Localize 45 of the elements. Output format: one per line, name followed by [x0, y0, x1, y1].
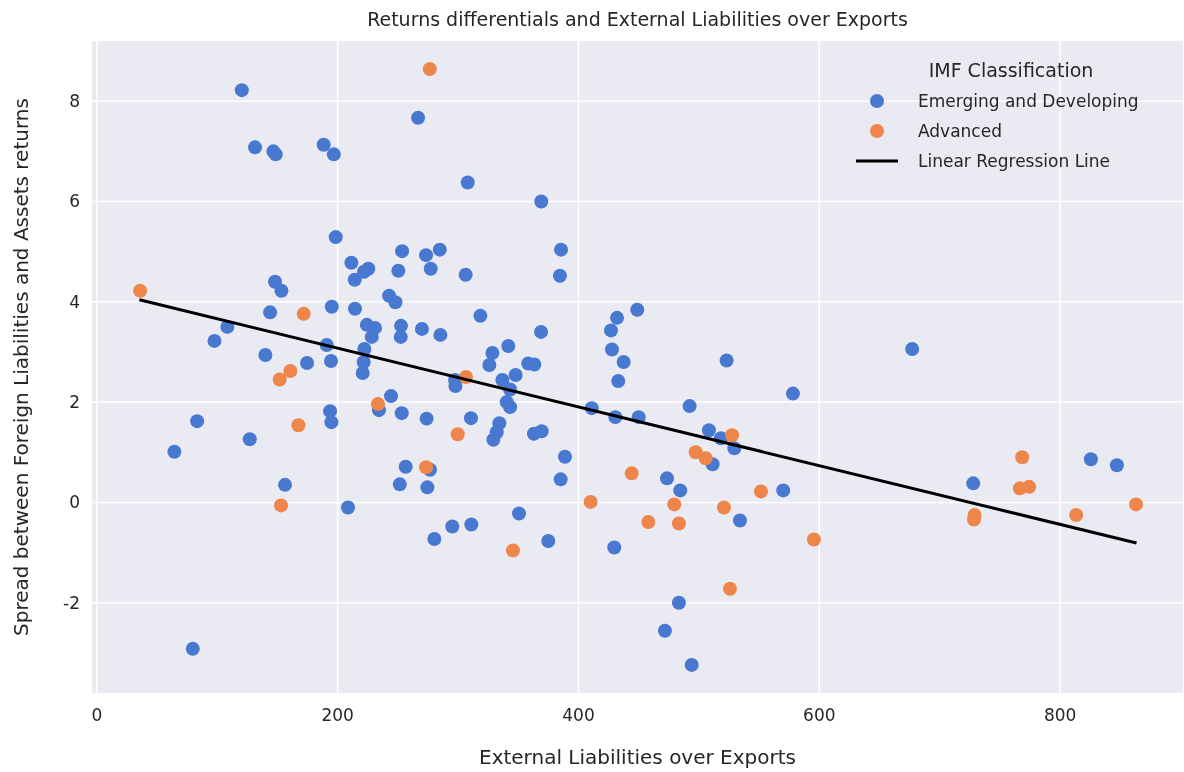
point	[722, 581, 737, 596]
point	[283, 364, 298, 378]
legend-title: IMF Classification	[928, 59, 1094, 81]
point	[624, 466, 639, 481]
legend-label: Advanced	[918, 120, 1002, 141]
point	[1022, 479, 1037, 494]
point	[583, 494, 598, 509]
point	[753, 484, 768, 499]
point	[272, 372, 287, 387]
x-tick-label: 200	[321, 705, 354, 725]
y-tick-label: 4	[69, 291, 80, 312]
y-tick-label: -2	[63, 592, 80, 613]
point	[725, 428, 740, 443]
point	[641, 514, 656, 529]
point	[806, 532, 821, 547]
point	[1069, 507, 1084, 522]
point	[671, 516, 686, 531]
x-tick-label: 800	[1043, 705, 1077, 725]
point	[688, 445, 703, 460]
y-tick-label: 2	[69, 392, 80, 413]
x-axis-title: External Liabilities over Exports	[479, 745, 796, 769]
legend-label: Emerging and Developing	[918, 90, 1139, 111]
y-tick-label: 6	[69, 191, 80, 212]
point	[667, 497, 682, 512]
chart-title: Returns differentials and External Liabilities over Exports	[367, 8, 908, 30]
point	[422, 62, 437, 77]
point	[133, 283, 148, 298]
legend-label: Linear Regression Line	[918, 150, 1111, 171]
point	[1129, 497, 1144, 512]
x-tick-label: 400	[562, 705, 595, 725]
point	[1015, 450, 1030, 465]
point	[296, 306, 311, 321]
point	[450, 427, 465, 442]
point	[291, 418, 306, 433]
y-axis-title: Spread between Foreign Liabilities and Assets returns	[9, 98, 33, 636]
point	[419, 460, 434, 475]
y-tick-label: 0	[69, 492, 80, 513]
x-tick-label: 600	[803, 705, 836, 725]
y-tick-label: 8	[69, 91, 80, 112]
point	[505, 543, 520, 558]
point	[716, 500, 731, 515]
x-tick-label: 0	[91, 705, 103, 725]
point	[698, 451, 713, 466]
point	[274, 498, 289, 513]
point	[371, 397, 385, 412]
